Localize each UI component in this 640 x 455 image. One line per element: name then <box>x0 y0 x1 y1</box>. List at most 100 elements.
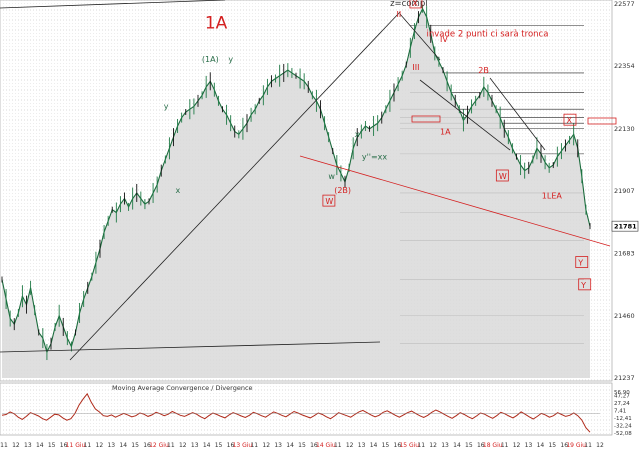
price-tick-label: 21460 <box>614 312 635 320</box>
wave-label: x' <box>355 130 362 139</box>
wave-label: III <box>412 63 419 72</box>
wave-label: w <box>328 172 335 181</box>
wave-label-box <box>578 278 592 291</box>
trendline <box>399 13 441 61</box>
date-tick-label: 14 Giu <box>316 442 336 449</box>
trendline <box>0 0 226 9</box>
macd-series-line <box>1 392 591 433</box>
date-tick-label: 11 <box>584 442 592 449</box>
wave-label: IV <box>440 35 448 44</box>
date-tick-label: 13 <box>24 442 32 449</box>
date-tick-label: 13 <box>191 442 199 449</box>
wave-label: X <box>566 116 572 125</box>
date-tick-label: 11 <box>0 442 8 449</box>
wave-label: Y <box>577 259 583 268</box>
wave-label-box <box>563 113 577 126</box>
date-tick-label: 12 <box>429 442 437 449</box>
wave-label-box <box>495 169 509 182</box>
date-tick-label: 16 <box>143 442 151 449</box>
trendline <box>69 11 401 361</box>
date-tick-label: 13 Giu <box>233 442 253 449</box>
price-area <box>1 4 591 378</box>
wave-label: x <box>175 186 180 195</box>
date-tick-label: 11 <box>334 442 342 449</box>
trendline <box>419 79 511 151</box>
macd-title: Moving Average Convergence / Divergence <box>112 384 253 392</box>
date-tick-label: 11 <box>501 442 509 449</box>
trendline <box>299 155 611 247</box>
date-tick-label: 15 <box>298 442 306 449</box>
trendline <box>489 77 546 151</box>
date-tick-label: 13 <box>525 442 533 449</box>
date-tick-label: 13 <box>441 442 449 449</box>
wave-label: X <box>412 0 418 8</box>
date-tick-label: 16 <box>310 442 318 449</box>
date-tick-label: 11 <box>417 442 425 449</box>
price-tick-label: 22354 <box>614 62 635 70</box>
date-tick-label: 12 <box>96 442 104 449</box>
date-tick-label: 16 <box>560 442 568 449</box>
date-tick-label: 16 <box>60 442 68 449</box>
wave-label: 1A <box>440 127 451 136</box>
wave-label: y <box>228 55 233 64</box>
date-tick-label: 11 Giu <box>66 442 86 449</box>
trendline <box>0 341 381 353</box>
wave-label-box <box>409 0 423 9</box>
date-tick-label: 11 <box>84 442 92 449</box>
price-tick-label: 21237 <box>614 374 635 382</box>
wave-label: W <box>499 172 507 181</box>
date-tick-label: 12 <box>12 442 20 449</box>
wave-label: (1A) <box>202 55 219 64</box>
date-tick-label: 15 <box>382 442 390 449</box>
macd-tick-label: 7,41 <box>614 409 626 415</box>
date-tick-label: 15 <box>48 442 56 449</box>
wave-label: z=compl <box>390 0 428 9</box>
date-tick-label: 14 <box>286 442 294 449</box>
date-tick-label: 16 <box>227 442 235 449</box>
date-tick-label: 12 Giu <box>149 442 169 449</box>
marker-box <box>411 115 441 123</box>
date-tick-label: 16 <box>394 442 402 449</box>
date-tick-label: 12 <box>179 442 187 449</box>
date-tick-label: 15 <box>215 442 223 449</box>
wave-label-box <box>322 194 336 207</box>
wave-label: Y <box>580 281 586 290</box>
date-tick-label: 15 <box>465 442 473 449</box>
date-tick-label: 14 <box>370 442 378 449</box>
wave-label: W <box>325 197 333 206</box>
wave-label: y''=xx <box>362 152 388 161</box>
date-tick-label: 14 <box>36 442 44 449</box>
wave-label: (2B) <box>334 186 351 195</box>
macd-tick-label: -52,08 <box>614 431 632 437</box>
macd-line <box>1 392 600 433</box>
wave-label: invade 2 punti ci sarà tronca <box>427 30 549 40</box>
date-tick-label: 12 <box>262 442 270 449</box>
wave-label: 1A <box>205 13 228 33</box>
date-tick-label: 14 <box>537 442 545 449</box>
date-tick-label: 15 <box>131 442 139 449</box>
macd-tick-label: 56,90 <box>614 390 630 396</box>
macd-tick-label: 27,24 <box>614 401 630 407</box>
macd-tick-label: 47,27 <box>614 394 630 400</box>
wave-label: y <box>164 102 169 111</box>
price-axis: 22577 22354 22130 21907 21683 21460 21237 21781 <box>611 0 639 382</box>
last-price-box <box>611 220 639 232</box>
price-tick-label: 22130 <box>614 125 635 133</box>
wave-label: 2B <box>478 66 489 75</box>
marker-box <box>587 117 617 125</box>
date-tick-label: 12 <box>513 442 521 449</box>
date-tick-label: 16 <box>477 442 485 449</box>
date-tick-label: 14 <box>453 442 461 449</box>
date-tick-label: 12 <box>346 442 354 449</box>
price-tick-label: 22577 <box>614 0 635 8</box>
date-tick-label: 13 <box>358 442 366 449</box>
date-tick-label: 13 <box>107 442 115 449</box>
macd-tick-label: -12,41 <box>614 416 632 422</box>
date-tick-label: 15 Giu <box>399 442 419 449</box>
date-tick-label: 13 <box>274 442 282 449</box>
